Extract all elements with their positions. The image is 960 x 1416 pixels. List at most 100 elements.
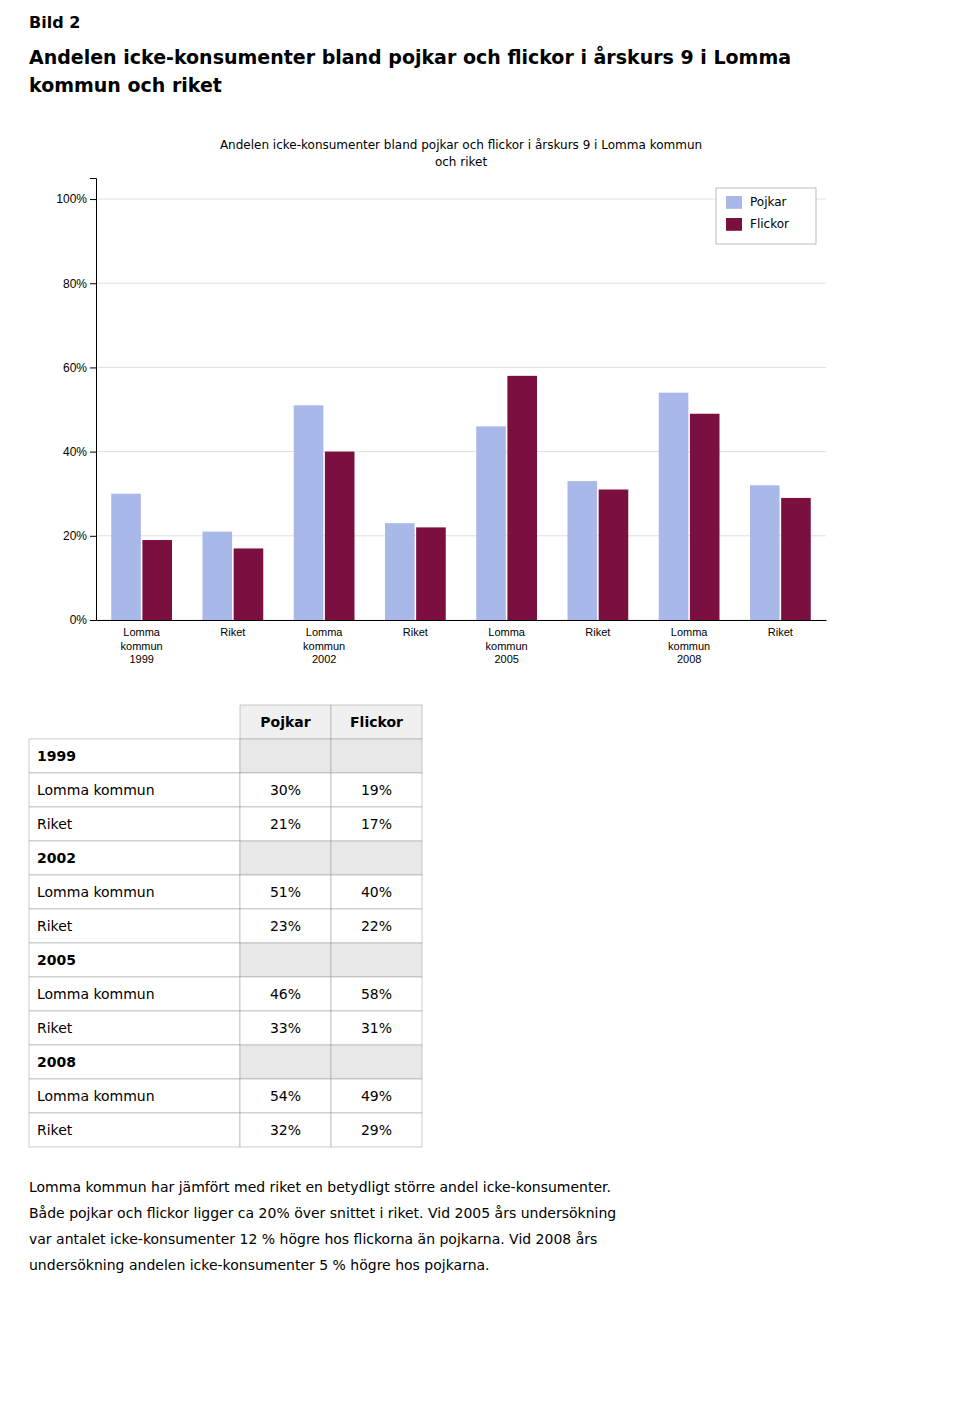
x-tick-label-line: kommun bbox=[668, 640, 710, 652]
table-group-label: 2002 bbox=[37, 850, 76, 866]
table-cell bbox=[331, 943, 422, 977]
x-tick-label-line: Riket bbox=[403, 626, 428, 638]
x-tick: Riket bbox=[403, 626, 428, 638]
table-cell bbox=[331, 1079, 422, 1113]
table-cell bbox=[240, 807, 331, 841]
x-tick-label-line: Lomma bbox=[488, 626, 526, 638]
bar bbox=[142, 540, 172, 620]
bar-series bbox=[111, 393, 779, 620]
table-value: 23% bbox=[270, 918, 301, 934]
table-cell bbox=[29, 977, 240, 1011]
table-row-label: Lomma kommun bbox=[37, 986, 155, 1002]
x-tick-label-line: kommun bbox=[303, 640, 345, 652]
table-row-label: Riket bbox=[37, 1122, 73, 1138]
x-tick: Lommakommun1999 bbox=[121, 626, 163, 666]
chart-title-line: och riket bbox=[435, 155, 488, 169]
y-tick-label: 40% bbox=[63, 445, 87, 459]
legend-label: Flickor bbox=[750, 217, 789, 231]
legend-box bbox=[716, 188, 816, 244]
bar bbox=[385, 523, 415, 620]
bar bbox=[690, 414, 720, 620]
table-row-label: Lomma kommun bbox=[37, 884, 155, 900]
bar bbox=[507, 376, 537, 620]
x-tick-label: Lommakommun2005 bbox=[486, 626, 528, 666]
table-value: 40% bbox=[361, 884, 392, 900]
x-axis: Lommakommun1999RiketLommakommun2002Riket… bbox=[97, 621, 827, 666]
y-tick-label: 20% bbox=[63, 529, 87, 543]
y-tick: 0% bbox=[70, 613, 96, 627]
bar bbox=[781, 498, 811, 620]
x-tick: Lommakommun2002 bbox=[303, 626, 345, 666]
table-cell bbox=[29, 1011, 240, 1045]
table-cell bbox=[331, 875, 422, 909]
bar bbox=[294, 405, 324, 620]
bar bbox=[476, 426, 506, 620]
table-cell bbox=[331, 1113, 422, 1147]
heading: Andelen icke-konsumenter bland pojkar oc… bbox=[29, 45, 791, 68]
page-title: Bild 2 bbox=[29, 13, 80, 32]
table-value: 33% bbox=[270, 1020, 301, 1036]
legend-swatch bbox=[726, 218, 742, 231]
grid bbox=[96, 199, 826, 620]
table-cell bbox=[331, 1011, 422, 1045]
page: Bild 2 Andelen icke-konsumenter bland poj… bbox=[0, 0, 960, 1416]
x-tick-label-line: Lomma bbox=[671, 626, 709, 638]
y-tick-label: 100% bbox=[56, 192, 87, 206]
y-tick: 60% bbox=[63, 361, 96, 375]
y-tick-mark bbox=[90, 536, 96, 537]
table-row-label: Riket bbox=[37, 918, 73, 934]
table-group-label: 2008 bbox=[37, 1054, 76, 1070]
table-header: Pojkar bbox=[260, 714, 310, 730]
x-tick-label: Riket bbox=[585, 626, 610, 638]
legend: PojkarFlickor bbox=[716, 188, 816, 244]
bars bbox=[111, 376, 811, 620]
chart-title: Andelen icke-konsumenter bland pojkar oc… bbox=[220, 138, 702, 169]
table-cell bbox=[331, 1045, 422, 1079]
y-tick: 100% bbox=[56, 192, 96, 206]
grid-line bbox=[96, 367, 826, 368]
table-value: 19% bbox=[361, 782, 392, 798]
x-tick-label: Lommakommun2002 bbox=[303, 626, 345, 666]
table-value: 17% bbox=[361, 816, 392, 832]
table-row-label: Lomma kommun bbox=[37, 1088, 155, 1104]
table-cell bbox=[29, 841, 240, 875]
x-tick-label-line: Lomma bbox=[306, 626, 344, 638]
table-group-label: 1999 bbox=[37, 748, 76, 764]
bar bbox=[567, 481, 597, 620]
legend-item: Flickor bbox=[726, 217, 789, 231]
legend-swatch bbox=[726, 196, 742, 209]
table-cell bbox=[240, 875, 331, 909]
table-value: 49% bbox=[361, 1088, 392, 1104]
table-row-label: Riket bbox=[37, 1020, 73, 1036]
bar bbox=[325, 452, 355, 620]
chart-title-line: Andelen icke-konsumenter bland pojkar oc… bbox=[220, 138, 702, 152]
y-tick-mark bbox=[90, 620, 96, 621]
x-tick-label-line: kommun bbox=[486, 640, 528, 652]
table-value: 21% bbox=[270, 816, 301, 832]
table-value: 30% bbox=[270, 782, 301, 798]
table-value: 51% bbox=[270, 884, 301, 900]
x-axis-line bbox=[97, 620, 827, 621]
table-cell bbox=[331, 739, 422, 773]
y-axis: 0%20%40%60%80%100% bbox=[56, 179, 96, 628]
bar bbox=[416, 527, 446, 620]
x-tick-label: Riket bbox=[220, 626, 245, 638]
y-tick-mark bbox=[90, 367, 96, 368]
y-tick: 20% bbox=[63, 529, 96, 543]
x-tick-label-line: Riket bbox=[768, 626, 793, 638]
y-tick-label: 60% bbox=[63, 361, 87, 375]
table-cell bbox=[29, 1079, 240, 1113]
table-cell bbox=[29, 943, 240, 977]
table: PojkarFlickor1999Lomma kommun30%19%Riket… bbox=[29, 705, 422, 1147]
table-cell bbox=[331, 773, 422, 807]
table-cell bbox=[240, 1011, 331, 1045]
paragraph-line: var antalet icke-konsumenter 12 % högre … bbox=[29, 1231, 597, 1247]
x-tick-label-line: Riket bbox=[585, 626, 610, 638]
y-tick-mark bbox=[90, 283, 96, 284]
table-cell bbox=[29, 1113, 240, 1147]
y-tick-label: 0% bbox=[70, 613, 88, 627]
x-tick-label: Riket bbox=[768, 626, 793, 638]
table-cell bbox=[240, 773, 331, 807]
table-cell bbox=[29, 807, 240, 841]
bar bbox=[111, 494, 141, 620]
